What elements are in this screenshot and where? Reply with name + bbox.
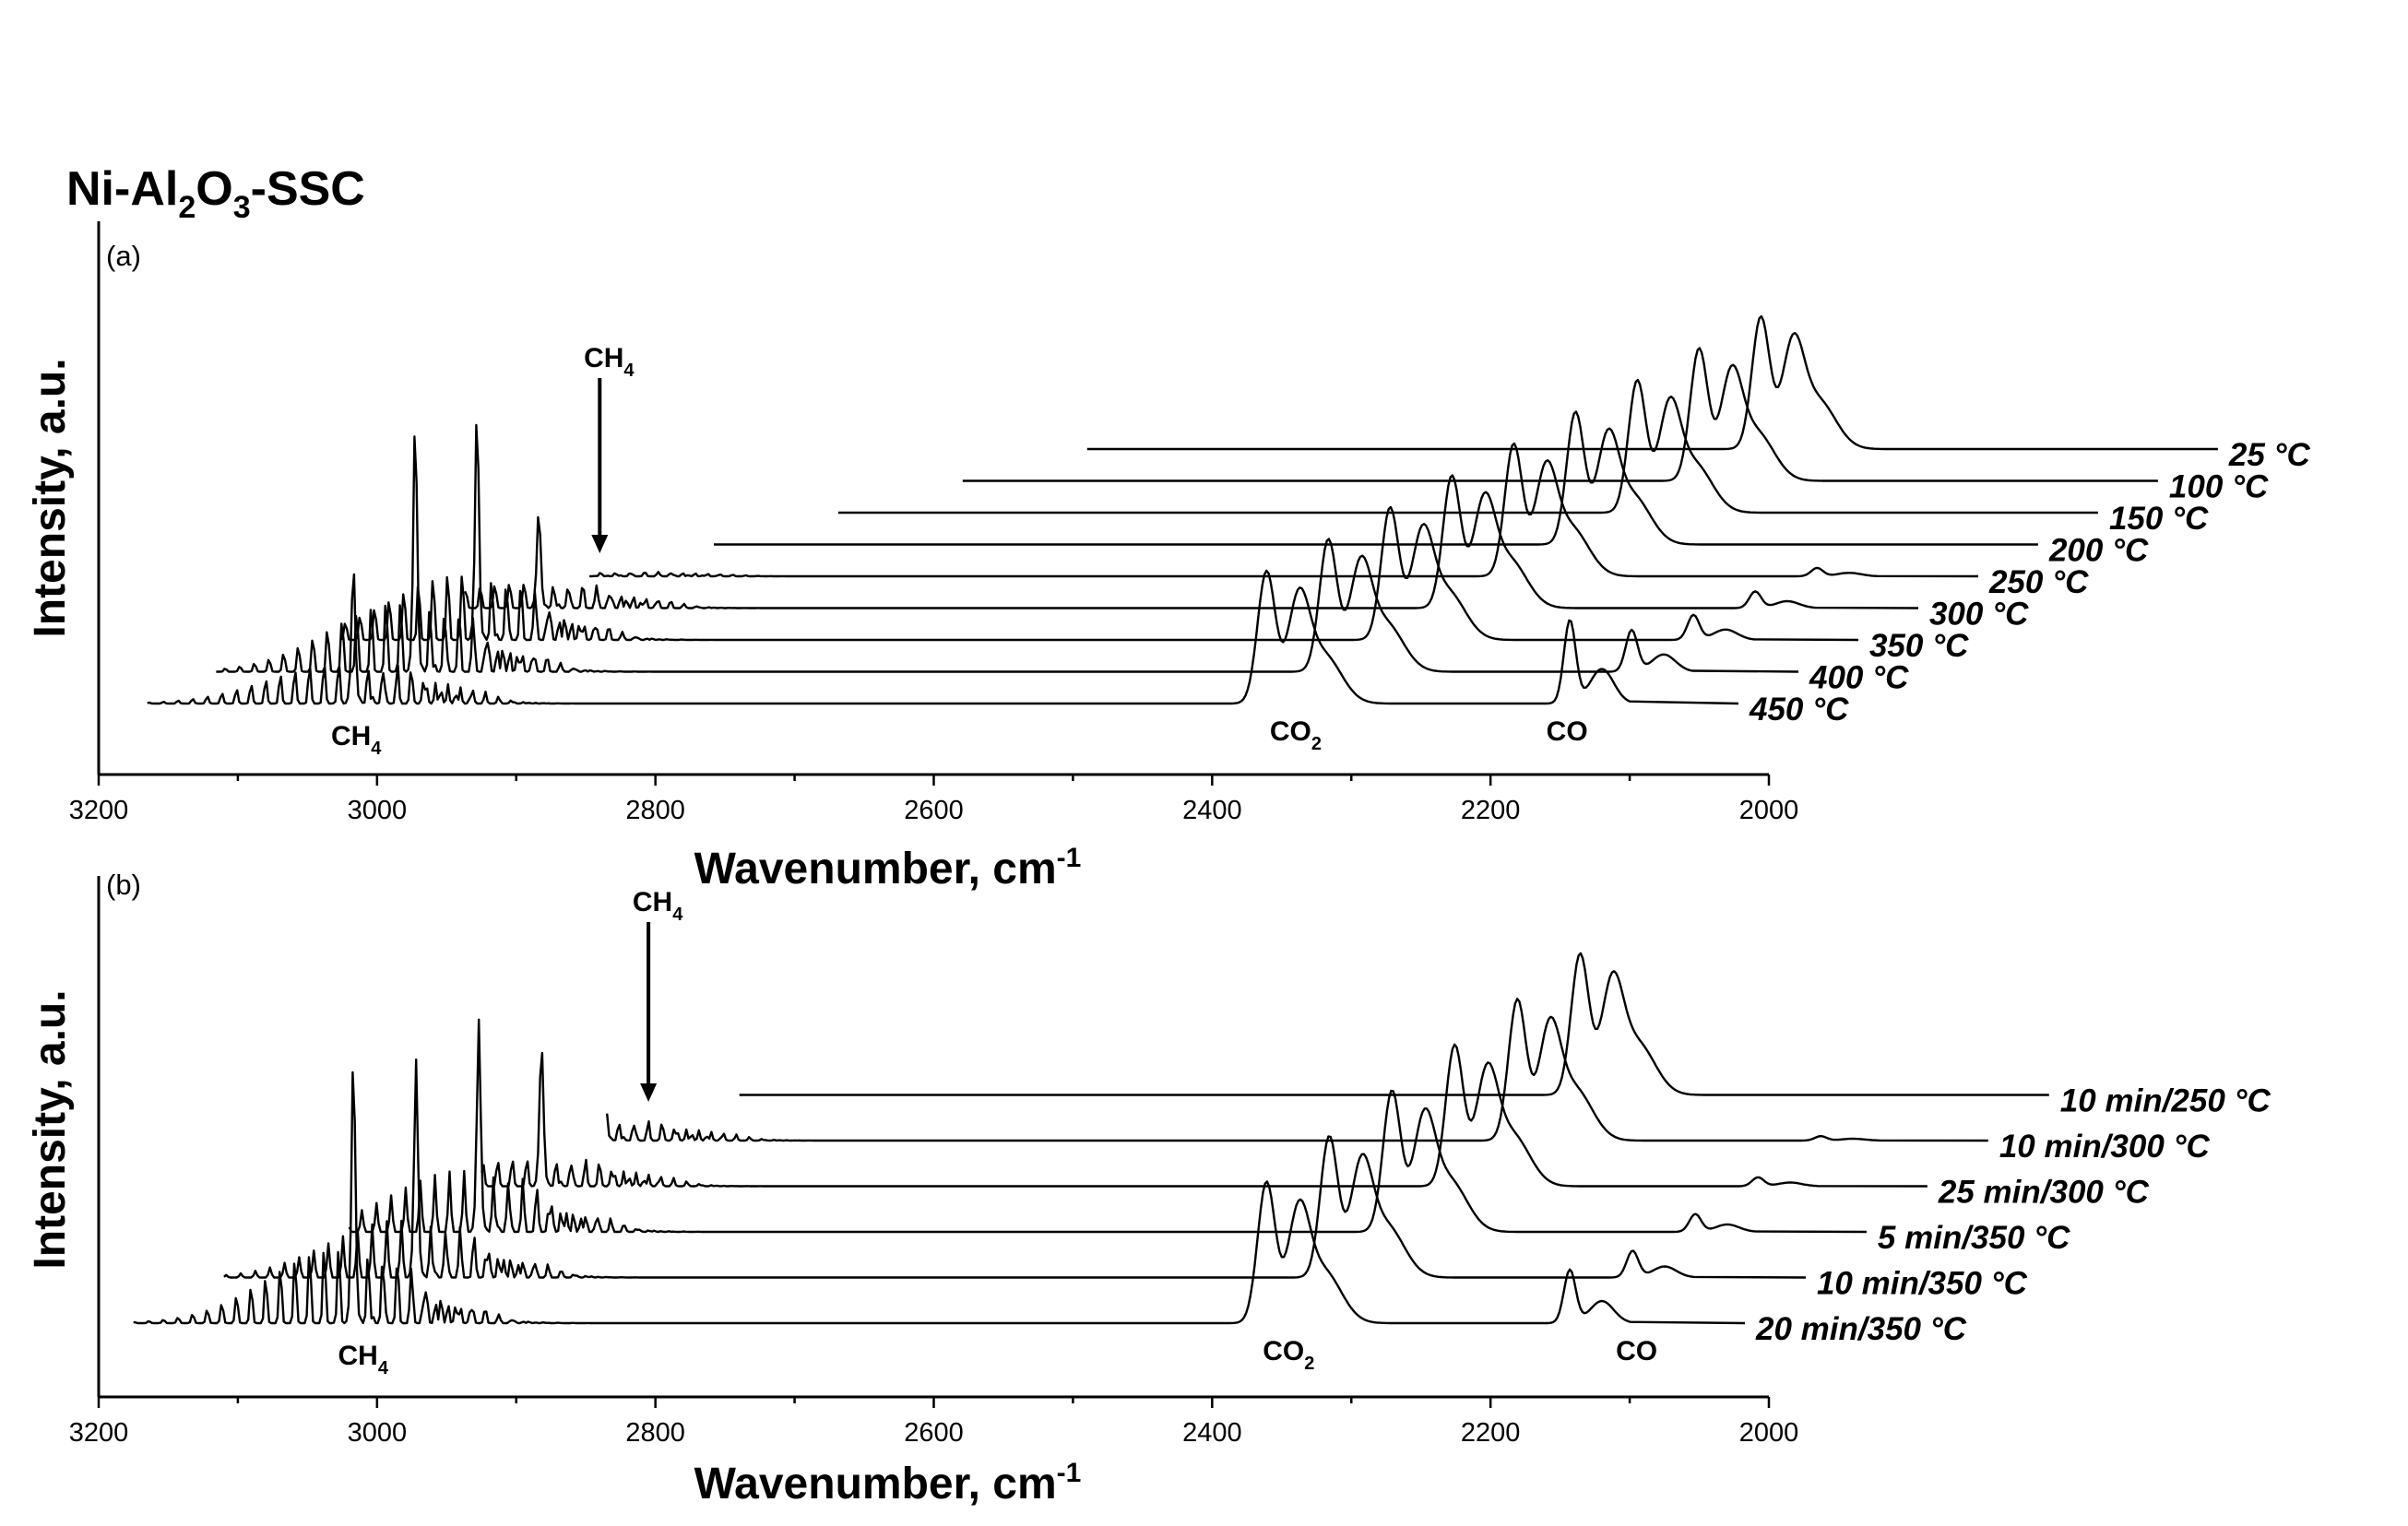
spectrum-line [480,1043,1928,1188]
spectrum-line [147,569,1739,705]
panel-letter: (a) [106,240,141,272]
x-tick-label: 2600 [904,796,964,825]
series-label: 450 °C [1749,692,1849,728]
x-tick-label: 3200 [69,1418,129,1448]
x-tick-label: 2400 [1182,1418,1242,1448]
spectrum-line [339,423,1859,642]
spectrum-line [606,998,1988,1142]
x-tick-label: 2000 [1739,1418,1799,1448]
x-axis-title: Wavenumber, cm-1 [694,843,1082,893]
series-label: 5 min/350 °C [1878,1220,2070,1256]
co-label: CO [1616,1336,1657,1366]
sample-title: Ni-Al2O3-SSC [66,162,365,225]
spectrum-line [223,1059,1807,1279]
x-tick-label: 2800 [625,796,685,825]
ch4-label-bottom: CH4 [338,1341,389,1378]
co2-label: CO2 [1263,1336,1314,1374]
series-label: 25 °C [2228,437,2311,473]
series-label: 10 min/350 °C [1817,1266,2028,1302]
x-tick-label: 2000 [1739,796,1799,825]
panel-letter: (b) [106,869,141,901]
spectrum-line [962,347,2158,482]
spectrum-line [714,410,2038,546]
ch4-label-bottom: CH4 [331,721,382,759]
y-axis-title: Intensity, a.u. [26,989,75,1269]
series-label: 350 °C [1869,628,1969,664]
x-tick-label: 2600 [904,1418,964,1448]
x-tick-label: 2400 [1182,796,1242,825]
series-label: 20 min/350 °C [1755,1311,1967,1347]
series-label: 200 °C [2048,533,2149,569]
ch4-label-arrow: CH4 [633,887,683,925]
co-label: CO [1547,716,1588,747]
y-axis-title: Intensity, a.u. [26,358,75,637]
x-tick-label: 2200 [1461,1418,1521,1448]
ch4-label-arrow: CH4 [584,343,635,381]
series-label: 400 °C [1809,660,1909,696]
x-tick-label: 2200 [1461,796,1521,825]
spectrum-line [589,442,1979,578]
series-label: 10 min/300 °C [1999,1129,2211,1165]
spectrum-line [464,474,1919,609]
spectrum-line [1086,314,2218,451]
co2-label: CO2 [1270,716,1322,754]
series-label: 300 °C [1929,597,2029,633]
series-label: 250 °C [1988,564,2089,600]
spectrum-line [739,952,2049,1096]
panel-a: 3200 3000 2800 2600 2400 2200 2000 (a) Wavenumbe… [26,221,2311,893]
x-tick-label: 3000 [348,796,408,825]
spectrum-line [837,378,2098,515]
spectrum-line [216,435,1799,673]
series-label: 25 min/300 °C [1938,1175,2150,1211]
panel-b: 3200 3000 2800 2600 2400 2200 2000 (b) Wavenumbe… [26,869,2272,1508]
ch4-arrow-head [591,535,609,553]
x-axis-title: Wavenumber, cm-1 [694,1458,1082,1508]
x-tick-label: 2800 [625,1418,685,1448]
ch4-arrow-head [640,1083,658,1102]
series-label: 10 min/250 °C [2060,1083,2272,1119]
series-label: 150 °C [2109,501,2209,537]
x-tick-label: 3000 [348,1418,408,1448]
series-label: 100 °C [2169,469,2269,505]
x-tick-label: 3200 [69,796,129,825]
spectrum-line [348,1018,1867,1234]
